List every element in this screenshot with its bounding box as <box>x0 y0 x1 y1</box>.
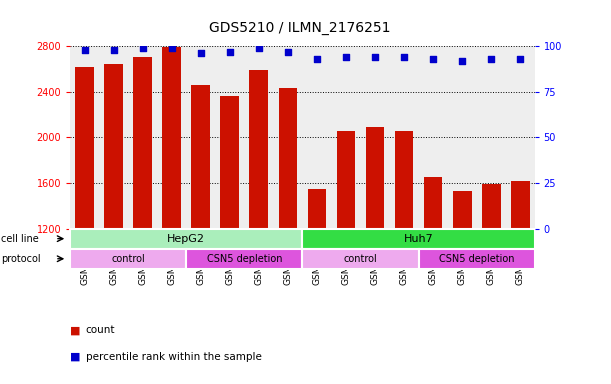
Text: cell line: cell line <box>1 234 39 244</box>
Bar <box>453 191 472 228</box>
Bar <box>365 127 384 228</box>
Bar <box>70 249 186 269</box>
Point <box>457 58 467 64</box>
Bar <box>249 70 268 228</box>
Text: count: count <box>86 325 115 335</box>
Bar <box>163 47 181 228</box>
Text: percentile rank within the sample: percentile rank within the sample <box>86 352 262 362</box>
Bar <box>186 249 302 269</box>
Point <box>138 45 148 51</box>
Bar <box>423 177 442 228</box>
Bar <box>481 184 500 228</box>
Bar <box>307 189 326 228</box>
Point <box>428 56 438 62</box>
Point <box>370 54 380 60</box>
Bar <box>302 249 419 269</box>
Point <box>399 54 409 60</box>
Point <box>254 45 264 51</box>
Text: GDS5210 / ILMN_2176251: GDS5210 / ILMN_2176251 <box>208 21 390 35</box>
Point <box>80 47 90 53</box>
Point <box>109 47 119 53</box>
Bar <box>302 228 535 249</box>
Point <box>283 48 293 55</box>
Point <box>515 56 525 62</box>
Text: HepG2: HepG2 <box>167 234 205 244</box>
Text: protocol: protocol <box>1 254 41 264</box>
Bar <box>395 131 414 228</box>
Bar <box>511 181 530 228</box>
Bar <box>191 85 210 228</box>
Text: CSN5 depletion: CSN5 depletion <box>439 254 514 264</box>
Point <box>312 56 322 62</box>
Text: control: control <box>343 254 378 264</box>
Bar <box>279 88 298 228</box>
Point <box>196 50 206 56</box>
Bar <box>75 66 94 228</box>
Point <box>341 54 351 60</box>
Point <box>486 56 496 62</box>
Text: control: control <box>111 254 145 264</box>
Bar <box>221 96 240 228</box>
Point <box>225 48 235 55</box>
Text: CSN5 depletion: CSN5 depletion <box>207 254 282 264</box>
Bar <box>419 249 535 269</box>
Bar <box>70 228 302 249</box>
Text: ■: ■ <box>70 352 81 362</box>
Bar <box>133 58 152 228</box>
Text: ■: ■ <box>70 325 81 335</box>
Text: Huh7: Huh7 <box>404 234 433 244</box>
Bar <box>337 131 356 228</box>
Bar <box>104 65 123 228</box>
Point <box>167 45 177 51</box>
